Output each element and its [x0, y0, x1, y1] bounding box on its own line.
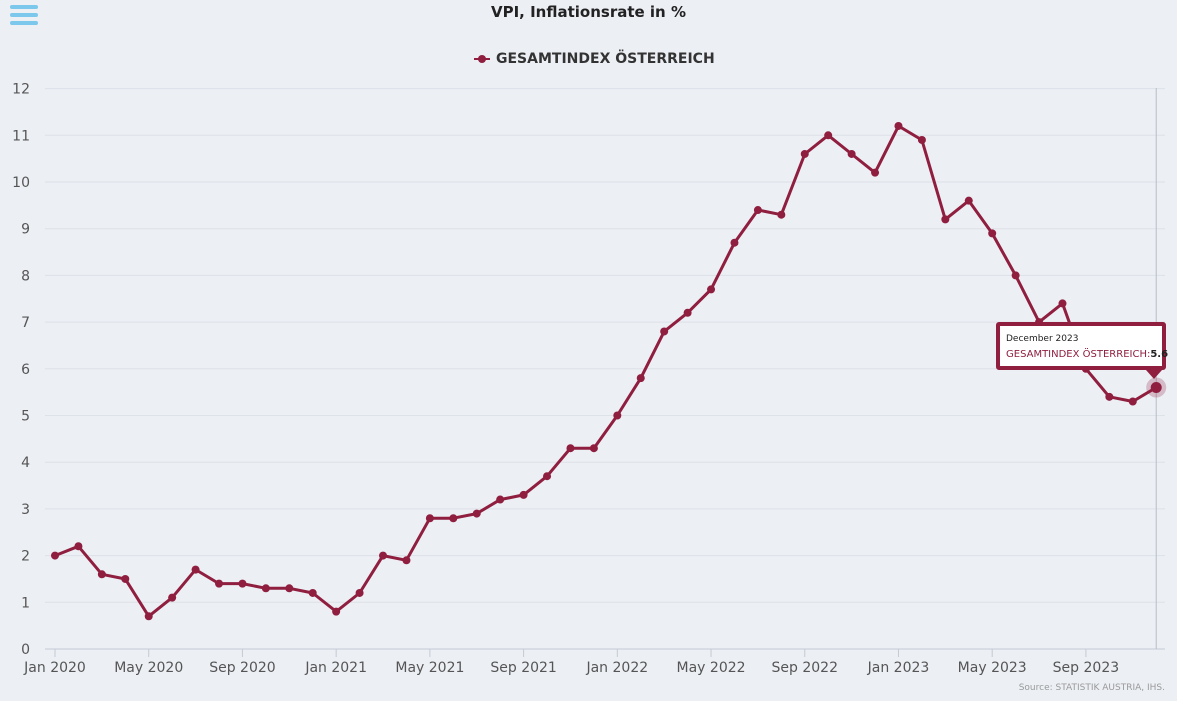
x-tick-label: May 2020 [114, 660, 183, 676]
data-point [332, 607, 341, 616]
data-point [1150, 381, 1162, 393]
data-point [144, 612, 153, 621]
x-tick-label: Sep 2023 [1053, 660, 1119, 676]
data-point [917, 135, 926, 144]
data-point [894, 121, 903, 130]
x-tick-label: Sep 2020 [209, 660, 275, 676]
tooltip-series-label: GESAMTINDEX ÖSTERREICH: [1006, 349, 1151, 360]
y-tick-label: 9 [21, 222, 30, 238]
data-point [74, 542, 83, 551]
y-tick-label: 7 [21, 315, 30, 331]
tooltip-date: December 2023 [1006, 334, 1079, 344]
y-tick-label: 0 [21, 642, 30, 658]
data-point [566, 444, 575, 453]
legend-marker-icon [474, 55, 490, 63]
data-point [97, 570, 106, 579]
data-point [730, 238, 739, 247]
data-point [261, 584, 270, 593]
data-point [941, 215, 950, 224]
data-point [168, 593, 177, 602]
data-point [753, 206, 762, 215]
data-point [215, 579, 224, 588]
data-point [472, 509, 481, 518]
x-tick-label: Jan 2022 [585, 660, 648, 676]
data-point [425, 514, 434, 523]
data-point [660, 327, 669, 336]
y-tick-label: 8 [21, 268, 30, 284]
y-tick-label: 6 [21, 362, 30, 378]
y-tick-label: 3 [21, 502, 30, 518]
x-tick-label: Sep 2021 [490, 660, 556, 676]
data-point [449, 514, 458, 523]
data-point [543, 472, 552, 481]
x-tick-label: Jan 2023 [867, 660, 930, 676]
series-line [54, 124, 1157, 618]
x-tick-label: Jan 2020 [23, 660, 86, 676]
y-tick-label: 12 [12, 82, 30, 98]
data-point [824, 131, 833, 140]
data-point [191, 565, 200, 574]
tooltip-arrow [1146, 370, 1162, 379]
y-tick-label: 11 [12, 128, 30, 144]
data-point [964, 196, 973, 205]
hamburger-menu-icon[interactable] [10, 5, 38, 29]
data-point [1011, 271, 1020, 280]
data-point [496, 495, 505, 504]
data-point [1128, 397, 1137, 406]
x-tick-label: May 2021 [395, 660, 464, 676]
data-point [51, 551, 59, 560]
data-point [285, 584, 294, 593]
data-point [847, 149, 856, 158]
data-point [707, 285, 716, 294]
data-point [871, 168, 880, 177]
data-point [988, 229, 997, 238]
data-point [379, 551, 388, 560]
data-point [238, 579, 247, 588]
data-point [613, 411, 622, 420]
legend-label: GESAMTINDEX ÖSTERREICH [496, 51, 715, 67]
data-point [1058, 299, 1067, 308]
x-tick-label: Sep 2022 [772, 660, 838, 676]
x-tick-label: Jan 2021 [304, 660, 367, 676]
y-tick-label: 5 [21, 409, 30, 425]
data-point [308, 588, 317, 597]
x-tick-label: May 2022 [677, 660, 746, 676]
y-tick-label: 10 [12, 175, 30, 191]
legend-item[interactable]: GESAMTINDEX ÖSTERREICH [474, 51, 715, 67]
chart-title: VPI, Inflationsrate in % [491, 3, 686, 21]
y-tick-label: 2 [21, 549, 30, 565]
source-credit: Source: STATISTIK AUSTRIA, IHS. [1018, 683, 1165, 693]
data-point [402, 556, 411, 565]
y-tick-label: 1 [21, 595, 30, 611]
data-point [589, 444, 598, 453]
y-tick-label: 4 [21, 455, 30, 471]
data-point [519, 490, 528, 499]
data-point [777, 210, 786, 219]
tooltip-value: 5.6 [1150, 349, 1169, 360]
x-tick-label: May 2023 [958, 660, 1027, 676]
data-point [683, 308, 692, 317]
data-point [636, 374, 645, 383]
data-point [355, 588, 364, 597]
tooltip: December 2023 GESAMTINDEX ÖSTERREICH:5.6 [996, 322, 1169, 370]
data-point [800, 149, 809, 158]
data-point [121, 574, 130, 583]
data-point [1105, 392, 1114, 401]
